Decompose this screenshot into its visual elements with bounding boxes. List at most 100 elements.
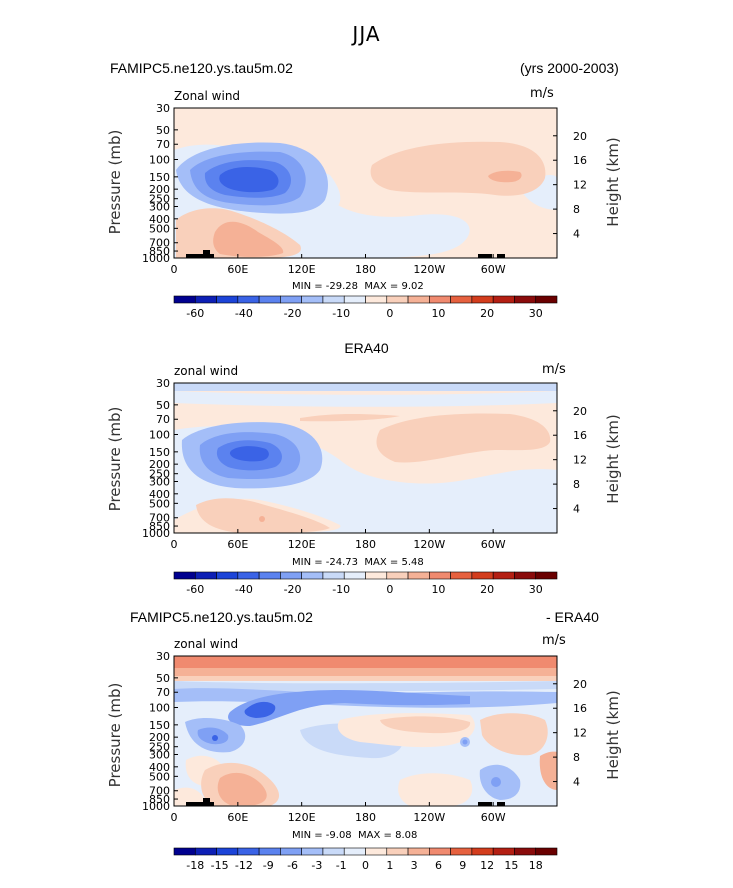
colorbar-box xyxy=(535,847,558,856)
height-tick-label: 16 xyxy=(573,702,587,715)
panel3-min-label: MIN = xyxy=(292,830,326,841)
colorbar-label: -10 xyxy=(332,307,350,320)
pressure-tick-label: 1000 xyxy=(142,527,170,540)
colorbar-label: -9 xyxy=(263,859,274,872)
height-tick-label: 12 xyxy=(573,454,587,467)
pressure-tick-label: 100 xyxy=(149,429,170,442)
height-tick-label: 20 xyxy=(573,678,587,691)
pressure-tick-label: 300 xyxy=(149,475,170,488)
pressure-tick-label: 1000 xyxy=(142,252,170,265)
colorbar-label: 10 xyxy=(431,307,445,320)
panel1-left-title: FAMIPC5.ne120.ys.tau5m.02 xyxy=(110,60,293,76)
pressure-tick-label: 150 xyxy=(149,719,170,732)
pressure-tick-label: 850 xyxy=(149,245,170,258)
lon-tick-label: 60E xyxy=(227,263,248,276)
colorbar-label: -10 xyxy=(332,583,350,596)
pressure-tick-label: 150 xyxy=(149,446,170,459)
panel3-min-value: -9.08 xyxy=(325,830,352,841)
panel3-colorbar-boxes: -18 -15 -12 -9 -6 -3 -1 0 1 3 6 9 12 15 18 xyxy=(173,847,558,872)
colorbar-label: 6 xyxy=(435,859,442,872)
lon-tick-label: 60W xyxy=(481,811,506,824)
panel1-contours xyxy=(174,108,557,258)
pressure-tick-label: 500 xyxy=(149,222,170,235)
panel1-max-value: 9.02 xyxy=(401,281,424,292)
colorbar-label: 18 xyxy=(529,859,543,872)
lon-tick-label: 180 xyxy=(355,811,376,824)
height-tick-label: 8 xyxy=(573,478,580,491)
lon-tick-label: 0 xyxy=(171,263,178,276)
colorbar-box xyxy=(535,295,558,304)
panel1-max-label: MAX = xyxy=(364,281,402,292)
pressure-tick-label: 400 xyxy=(149,488,170,501)
height-tick-label: 16 xyxy=(573,429,587,442)
pressure-tick-label: 50 xyxy=(156,124,170,137)
pressure-tick-label: 30 xyxy=(156,102,170,115)
pressure-tick-label: 400 xyxy=(149,761,170,774)
panel1-units-label: m/s xyxy=(530,86,554,101)
pressure-tick-label: 50 xyxy=(156,672,170,685)
lon-tick-label: 60E xyxy=(227,538,248,551)
lon-tick-label: 120W xyxy=(413,811,445,824)
panel3-left-title: FAMIPC5.ne120.ys.tau5m.02 xyxy=(130,609,313,625)
lon-tick-label: 180 xyxy=(355,538,376,551)
panel1-minmax: MIN = -29.28 MAX = 9.02 xyxy=(292,281,424,292)
colorbar-label: -40 xyxy=(235,583,253,596)
panel1-right-title: (yrs 2000-2003) xyxy=(520,60,619,76)
pressure-tick-label: 50 xyxy=(156,399,170,412)
colorbar-label: 30 xyxy=(529,307,543,320)
pressure-tick-label: 100 xyxy=(149,154,170,167)
colorbar-label: -60 xyxy=(186,583,204,596)
colorbar-label: 15 xyxy=(504,859,518,872)
height-tick-label: 4 xyxy=(573,228,580,241)
colorbar-label: 10 xyxy=(431,583,445,596)
height-tick-label: 20 xyxy=(573,130,587,143)
panel3-right-title: - ERA40 xyxy=(546,609,599,625)
panel3-max-value: 8.08 xyxy=(395,830,418,841)
lon-tick-label: 60W xyxy=(481,538,506,551)
colorbar-label: -60 xyxy=(186,307,204,320)
panel3-topography xyxy=(186,798,505,806)
pressure-tick-label: 300 xyxy=(149,748,170,761)
lon-tick-label: 0 xyxy=(171,811,178,824)
height-tick-label: 16 xyxy=(573,154,587,167)
height-tick-label: 8 xyxy=(573,203,580,216)
pressure-tick-label: 500 xyxy=(149,497,170,510)
pressure-tick-label: 200 xyxy=(149,183,170,196)
panel2-center-title: ERA40 xyxy=(344,340,389,356)
lon-tick-label: 120E xyxy=(288,538,316,551)
pressure-tick-label: 850 xyxy=(149,520,170,533)
height-tick-label: 4 xyxy=(573,503,580,516)
height-tick-label: 8 xyxy=(573,751,580,764)
pressure-tick-label: 700 xyxy=(149,237,170,250)
pressure-tick-label: 850 xyxy=(149,793,170,806)
panel2-colorbar-boxes: -60 -40 -20 -10 0 10 20 30 xyxy=(173,571,558,596)
pressure-tick-label: 70 xyxy=(156,413,170,426)
colorbar-label: 0 xyxy=(362,859,369,872)
panel1-min-label: MIN = xyxy=(292,281,326,292)
pressure-tick-label: 700 xyxy=(149,785,170,798)
height-tick-label: 12 xyxy=(573,727,587,740)
colorbar-label: 20 xyxy=(480,307,494,320)
lon-tick-label: 120W xyxy=(413,263,445,276)
colorbar-label: -18 xyxy=(186,859,204,872)
panel2-min-value: -24.73 xyxy=(325,557,359,568)
lon-tick-label: 60W xyxy=(481,263,506,276)
panel3-units-label: m/s xyxy=(542,633,566,648)
panel3-contours xyxy=(174,656,557,806)
height-tick-label: 12 xyxy=(573,179,587,192)
colorbar-label: 12 xyxy=(480,859,494,872)
pressure-tick-label: 30 xyxy=(156,650,170,663)
colorbar-label: -20 xyxy=(284,583,302,596)
figure-title: JJA xyxy=(352,22,381,46)
colorbar-box xyxy=(535,571,558,580)
height-tick-label: 20 xyxy=(573,405,587,418)
colorbar-label: -3 xyxy=(311,859,322,872)
